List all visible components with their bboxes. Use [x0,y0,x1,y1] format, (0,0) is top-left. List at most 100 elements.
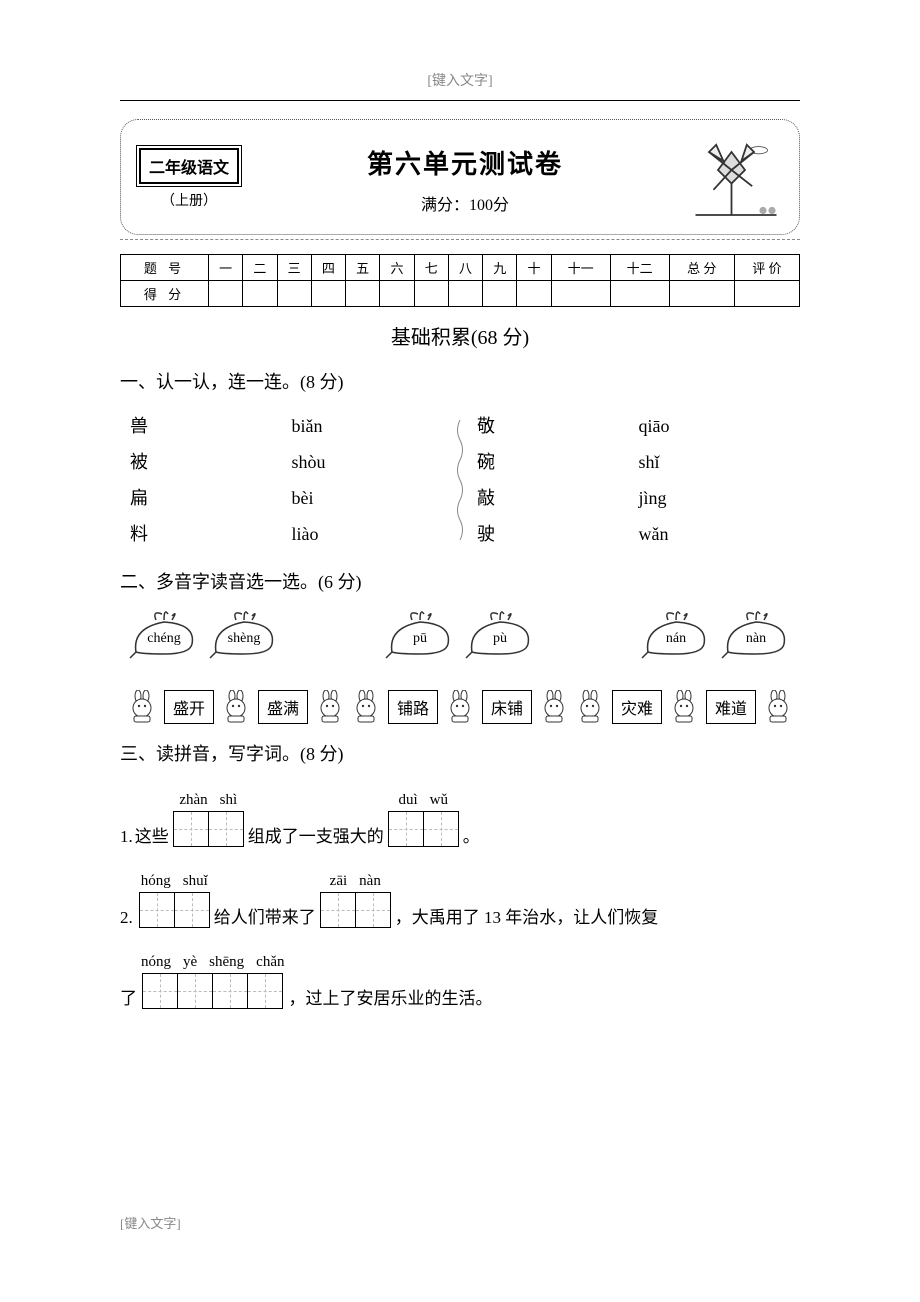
rabbit-icon [446,690,474,724]
q3-line-number: 1. [120,827,133,847]
pinyin-row: duìwǔ [398,792,448,809]
write-box: duìwǔ [388,792,459,847]
q3-line-number: 2. [120,908,133,928]
q3-text: ，过上了安居乐业的生活。 [289,984,493,1009]
pinyin-row: zhànshì [179,792,237,809]
word-box: 床铺 [482,690,532,724]
grid-row [320,892,391,928]
rabbit-icon [128,690,156,724]
q1-left-pins: biǎn shòu bèi liào [292,408,454,552]
header-placeholder: [键入文字] [120,70,800,90]
q1-grid: 兽 被 扁 料 biǎn shòu bèi liào 敬 碗 敲 驶 qiāo … [120,408,800,552]
q3-text: 这些 [135,822,169,847]
grid-cell [173,811,209,847]
grid-cell [174,892,210,928]
grid-cell [388,811,424,847]
radish-icon: nán [640,608,712,662]
q2-word-group: 盛开 盛满 [128,690,344,724]
q2-pin-group: nán nàn [640,608,792,662]
page: [键入文字] 二年级语文 （上册） 第六单元测试卷 满分：100分 [0,0,920,1059]
rabbit-icon [670,690,698,724]
rabbit-icon [540,690,568,724]
title-box: 二年级语文 （上册） 第六单元测试卷 满分：100分 [120,119,800,235]
radish-label: shèng [228,631,261,647]
q3-text: 组成了一支强大的 [248,822,384,847]
row-label: 得 分 [121,281,209,307]
q2-word-group: 灾难 难道 [576,690,792,724]
rabbit-icon [352,690,380,724]
grid-cell [423,811,459,847]
full-score: 满分：100分 [257,191,673,215]
section-title: 基础积累(68 分) [120,321,800,350]
grid-cell [139,892,175,928]
grid-cell [177,973,213,1009]
radish-label: chéng [147,631,180,647]
q3-container: 1.这些 zhànshì 组成了一支强大的 duìwǔ 。 2. hóngshuǐ 给人们带来… [120,792,800,1009]
radish-icon: pù [464,608,536,662]
q3-line: 1.这些 zhànshì 组成了一支强大的 duìwǔ 。 [120,792,800,847]
grid-cell [208,811,244,847]
rabbit-icon [764,690,792,724]
write-box: hóngshuǐ [139,873,210,928]
grid-cell [142,973,178,1009]
q2-radish-row: chéng shèng pū pù nán nàn [120,608,800,662]
grid-cell [247,973,283,1009]
q3-head: 三、读拼音，写字词。(8 分) [120,740,800,766]
grid-cell [320,892,356,928]
grade-column: 二年级语文 （上册） [139,148,239,210]
pinyin-row: nóngyèshēngchǎn [141,954,285,971]
rabbit-icon [316,690,344,724]
q2-word-row: 盛开 盛满 铺路 床铺 灾难 [120,690,800,724]
row-label: 题 号 [121,255,209,281]
write-box: zāinàn [320,873,391,928]
q1-head: 一、认一认，连一连。(8 分) [120,368,800,394]
q3-line: 了nóngyèshēngchǎn，过上了安居乐业的生活。 [120,954,800,1009]
radish-label: pù [493,631,507,647]
q2-word-group: 铺路 床铺 [352,690,568,724]
radish-label: pū [413,631,427,647]
radish-label: nàn [746,631,766,647]
grid-row [388,811,459,847]
dotted-rule [120,239,800,240]
wave-divider-icon [453,408,467,552]
q3-text: ，大禹用了 13 年治水，让人们恢复 [395,903,659,928]
grade-label: 二年级语文 [139,148,239,184]
word-box: 难道 [706,690,756,724]
q1-right-chars: 敬 碗 敲 驶 [467,408,639,552]
score-table: 题 号 一 二 三 四 五 六 七 八 九 十 十一 十二 总 分 评 价 得 … [120,254,800,307]
grid-row [173,811,244,847]
title-center: 第六单元测试卷 满分：100分 [257,144,673,215]
write-box: nóngyèshēngchǎn [141,954,285,1009]
radish-icon: nàn [720,608,792,662]
q3-text: 给人们带来了 [214,903,316,928]
q3-line: 2. hóngshuǐ 给人们带来了 zāinàn ，大禹用了 13 年治水，让人们恢复 [120,873,800,928]
score-value-row: 得 分 [121,281,800,307]
q1-left-chars: 兽 被 扁 料 [120,408,292,552]
word-box: 铺路 [388,690,438,724]
word-box: 灾难 [612,690,662,724]
write-box: zhànshì [173,792,244,847]
q2-pin-group: chéng shèng [128,608,280,662]
title-main: 第六单元测试卷 [257,144,673,181]
q2-pin-group: pū pù [384,608,536,662]
grid-row [139,892,210,928]
q3-text: 了 [120,984,137,1009]
grade-sub: （上册） [161,190,217,210]
footer-placeholder: [键入文字] [120,1213,181,1232]
word-box: 盛满 [258,690,308,724]
q2-head: 二、多音字读音选一选。(6 分) [120,568,800,594]
score-header-row: 题 号 一 二 三 四 五 六 七 八 九 十 十一 十二 总 分 评 价 [121,255,800,281]
windmill-icon [691,134,781,224]
radish-icon: chéng [128,608,200,662]
q3-text: 。 [463,822,480,847]
radish-label: nán [666,631,686,647]
q1-right-pins: qiāo shǐ jìng wǎn [639,408,801,552]
rabbit-icon [222,690,250,724]
word-box: 盛开 [164,690,214,724]
grid-cell [355,892,391,928]
pinyin-row: hóngshuǐ [141,873,208,890]
grid-row [142,973,283,1009]
radish-icon: shèng [208,608,280,662]
pinyin-row: zāinàn [330,873,381,890]
rabbit-icon [576,690,604,724]
